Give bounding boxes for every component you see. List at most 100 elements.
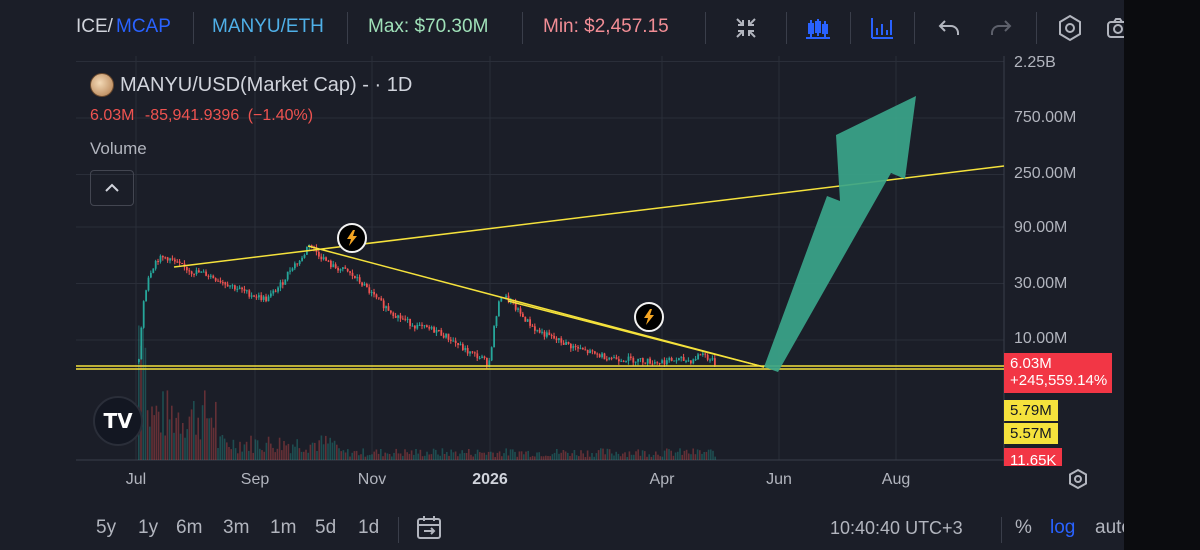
log-toggle[interactable]: log [1050,517,1076,538]
price-label: 250.00M [1014,165,1077,182]
price-pair-label[interactable]: ICE/ [76,16,113,37]
volume-bar [681,454,683,460]
candle-body [608,357,611,360]
event-flash-icon[interactable] [337,223,367,253]
candle-body [421,324,423,326]
legend-title[interactable]: MANYU/USD(Market Cap) - · 1D [90,73,412,97]
volume-bar [527,450,529,460]
candle-body [457,343,459,345]
candle-body [469,351,471,354]
range-5y[interactable]: 5y [96,517,117,538]
volume-bar [166,390,169,460]
range-5d[interactable]: 5d [315,517,337,538]
candle-body [339,269,342,271]
price-chart-svg[interactable] [76,56,1124,466]
volume-bar [256,440,259,460]
eth-pair-toggle[interactable]: MANYU/ETH [212,16,324,37]
volume-bar [294,446,296,460]
time-axis[interactable]: Jul Sep Nov 2026 Apr Jun Aug [76,466,1004,496]
candle-body [145,290,147,302]
range-1y[interactable]: 1y [138,517,159,538]
volume-bar [327,443,329,460]
volume-bar [206,418,208,460]
volume-bar [430,454,433,460]
volume-bar [514,451,516,460]
volume-bar [399,453,402,460]
volume-bar [505,448,507,460]
mcap-toggle[interactable]: MCAP [116,16,171,37]
volume-bar [674,452,677,460]
candle-body [274,290,277,292]
volume-bar [714,456,716,460]
candle-body [680,357,683,359]
candle-body [159,255,162,262]
bottom-divider [398,517,399,543]
candle-body [426,325,428,328]
volume-bar [712,450,714,460]
range-1d[interactable]: 1d [358,517,380,538]
volume-bar [408,453,411,460]
volume-bar [358,455,360,460]
volume-bar [679,448,681,460]
candle-body [438,330,440,331]
volume-bar [201,405,204,460]
candle-body [332,264,335,268]
event-flash-icon[interactable] [634,302,664,332]
time-label-year: 2026 [472,471,508,488]
volume-bar [439,455,441,460]
volume-bar [329,437,331,460]
candles-icon[interactable] [803,13,833,43]
price-label: 2.25B [1014,54,1056,71]
settings-icon[interactable] [1055,13,1085,43]
chart-pane[interactable] [76,56,1124,466]
volume-bar [314,442,316,460]
clock-timezone[interactable]: 10:40:40 UTC+3 [830,518,963,538]
candle-body [704,353,707,355]
volume-bar [547,456,549,460]
coin-logo [90,73,114,97]
candle-body [392,312,395,316]
date-range-icon[interactable] [415,514,443,547]
range-3m[interactable]: 3m [223,517,250,538]
candle-body [258,295,260,298]
price-scale[interactable]: 2.25B 750.00M 250.00M 90.00M 30.00M 10.0… [1004,54,1124,466]
volume-bar [668,449,670,460]
volume-bar [694,454,697,460]
percent-toggle[interactable]: % [1015,517,1032,538]
volume-bar [556,449,558,460]
candle-body [373,292,375,295]
tradingview-logo[interactable]: TV [93,396,143,446]
candle-body [157,261,159,262]
volume-bar [232,439,235,460]
axis-settings-icon[interactable] [1063,466,1093,492]
toolbar-divider [347,12,348,44]
collapse-legend-button[interactable] [90,170,134,206]
volume-bar [336,444,338,460]
volume-bar [274,452,276,460]
screenshot-icon[interactable] [1103,13,1124,43]
indicators-icon[interactable] [867,13,897,43]
volume-bar [296,439,298,460]
candle-body [399,315,402,319]
range-1m[interactable]: 1m [270,517,297,538]
undo-icon[interactable] [934,13,964,43]
range-6m[interactable]: 6m [176,517,203,538]
candle-body [668,358,671,361]
volume-bar [600,448,602,460]
volume-legend[interactable]: Volume [90,139,147,158]
volume-bar [228,447,230,460]
volume-bar [212,427,215,460]
candle-body [639,358,642,360]
volume-bar [490,451,492,460]
candle-body [536,329,539,331]
volume-bar [463,453,466,460]
redo-icon[interactable] [986,13,1016,43]
volume-bar [575,455,578,460]
fullscreen-icon[interactable] [731,13,761,43]
volume-bar [661,456,664,460]
volume-bar [450,449,452,460]
auto-toggle[interactable]: auto [1095,517,1124,538]
volume-bar [538,452,540,460]
volume-bar [402,455,404,460]
candle-body [298,260,301,264]
